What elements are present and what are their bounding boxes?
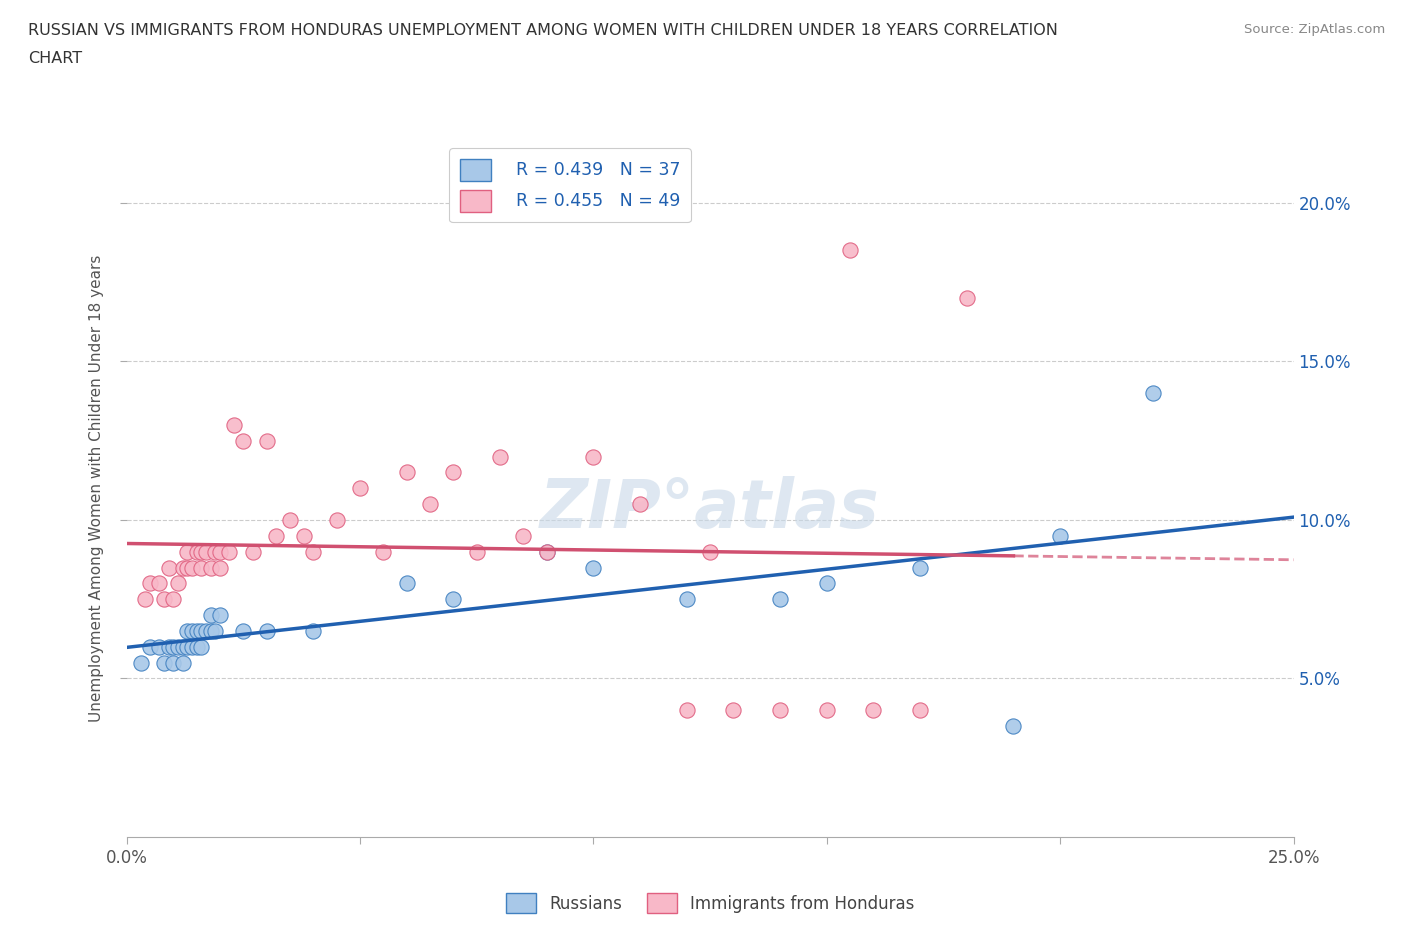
- Point: [194, 623, 217, 638]
- Point: [264, 528, 287, 543]
- Point: [208, 560, 231, 575]
- Text: CHART: CHART: [28, 51, 82, 66]
- Point: [512, 528, 534, 543]
- Point: [815, 576, 838, 591]
- Point: [675, 703, 697, 718]
- Point: [176, 623, 198, 638]
- Point: [162, 655, 184, 670]
- Point: [582, 449, 605, 464]
- Point: [186, 623, 208, 638]
- Point: [176, 560, 198, 575]
- Point: [278, 512, 301, 527]
- Point: [200, 623, 222, 638]
- Point: [176, 639, 198, 654]
- Point: [232, 623, 254, 638]
- Point: [208, 607, 231, 622]
- Point: [204, 623, 226, 638]
- Point: [256, 433, 278, 448]
- Point: [134, 591, 156, 606]
- Point: [349, 481, 371, 496]
- Point: [256, 623, 278, 638]
- Point: [157, 639, 180, 654]
- Point: [208, 544, 231, 559]
- Point: [139, 576, 162, 591]
- Point: [176, 544, 198, 559]
- Point: [180, 623, 202, 638]
- Point: [395, 465, 418, 480]
- Point: [200, 560, 222, 575]
- Point: [148, 576, 170, 591]
- Point: [180, 639, 202, 654]
- Point: [194, 544, 217, 559]
- Legend: Russians, Immigrants from Honduras: Russians, Immigrants from Honduras: [499, 887, 921, 920]
- Point: [222, 418, 245, 432]
- Point: [675, 591, 697, 606]
- Point: [218, 544, 240, 559]
- Point: [419, 497, 441, 512]
- Point: [441, 465, 464, 480]
- Point: [157, 560, 180, 575]
- Point: [908, 560, 931, 575]
- Point: [1142, 386, 1164, 401]
- Y-axis label: Unemployment Among Women with Children Under 18 years: Unemployment Among Women with Children U…: [89, 255, 104, 722]
- Point: [190, 623, 212, 638]
- Point: [172, 560, 194, 575]
- Point: [172, 655, 194, 670]
- Point: [373, 544, 395, 559]
- Point: [190, 560, 212, 575]
- Point: [769, 703, 792, 718]
- Point: [186, 544, 208, 559]
- Point: [465, 544, 488, 559]
- Point: [956, 290, 979, 305]
- Point: [908, 703, 931, 718]
- Point: [167, 639, 190, 654]
- Point: [815, 703, 838, 718]
- Point: [232, 433, 254, 448]
- Point: [186, 639, 208, 654]
- Point: [699, 544, 721, 559]
- Point: [139, 639, 162, 654]
- Point: [489, 449, 512, 464]
- Point: [242, 544, 264, 559]
- Point: [129, 655, 152, 670]
- Point: [204, 544, 226, 559]
- Point: [1049, 528, 1071, 543]
- Point: [1002, 719, 1025, 734]
- Point: [769, 591, 792, 606]
- Point: [441, 591, 464, 606]
- Text: Source: ZipAtlas.com: Source: ZipAtlas.com: [1244, 23, 1385, 36]
- Point: [395, 576, 418, 591]
- Text: ZIP°atlas: ZIP°atlas: [540, 476, 880, 542]
- Point: [302, 623, 325, 638]
- Point: [167, 576, 190, 591]
- Text: RUSSIAN VS IMMIGRANTS FROM HONDURAS UNEMPLOYMENT AMONG WOMEN WITH CHILDREN UNDER: RUSSIAN VS IMMIGRANTS FROM HONDURAS UNEM…: [28, 23, 1057, 38]
- Point: [292, 528, 315, 543]
- Point: [190, 544, 212, 559]
- Point: [302, 544, 325, 559]
- Point: [628, 497, 651, 512]
- Point: [536, 544, 558, 559]
- Point: [162, 591, 184, 606]
- Point: [172, 639, 194, 654]
- Point: [200, 607, 222, 622]
- Point: [153, 591, 176, 606]
- Point: [162, 639, 184, 654]
- Point: [325, 512, 347, 527]
- Point: [582, 560, 605, 575]
- Point: [536, 544, 558, 559]
- Point: [839, 243, 862, 258]
- Point: [723, 703, 745, 718]
- Point: [153, 655, 176, 670]
- Point: [862, 703, 884, 718]
- Point: [180, 560, 202, 575]
- Point: [148, 639, 170, 654]
- Point: [190, 639, 212, 654]
